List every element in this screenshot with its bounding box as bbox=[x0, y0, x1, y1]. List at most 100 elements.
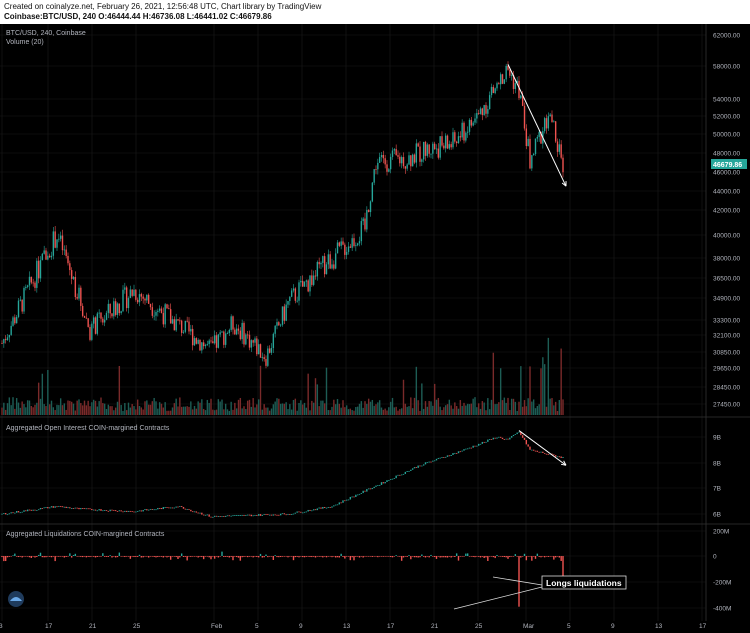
oi-candle bbox=[25, 510, 27, 512]
liquidation-bar bbox=[422, 556, 425, 557]
volume-bar bbox=[125, 410, 128, 415]
volume-bar bbox=[450, 405, 452, 415]
oi-candle bbox=[362, 490, 364, 494]
candle-body bbox=[393, 149, 396, 151]
volume-bar bbox=[512, 398, 515, 415]
liquidation-bar bbox=[237, 556, 240, 558]
volume-bar bbox=[333, 399, 335, 415]
liquidation-bar bbox=[67, 556, 69, 557]
liquidation-bar bbox=[239, 556, 242, 561]
oi-candle bbox=[323, 506, 326, 508]
volume-bar bbox=[276, 398, 278, 415]
liquidation-bar bbox=[234, 556, 236, 557]
candle-body bbox=[136, 299, 139, 303]
candle-body bbox=[474, 118, 476, 123]
volume-bar bbox=[81, 405, 84, 415]
liquidation-bar bbox=[215, 556, 218, 557]
volume-bar bbox=[248, 399, 251, 415]
oi-candle bbox=[37, 509, 40, 511]
oi-candle bbox=[243, 514, 245, 516]
volume-bar bbox=[6, 403, 9, 415]
price-tick-label: 40000.00 bbox=[713, 233, 740, 240]
volume-bar bbox=[444, 405, 447, 415]
oi-candle bbox=[74, 507, 77, 509]
candle-body bbox=[410, 155, 412, 167]
liquidation-bar bbox=[410, 556, 412, 560]
liquidation-bar bbox=[356, 556, 359, 557]
volume-bar bbox=[32, 407, 34, 415]
oi-candle bbox=[186, 509, 188, 511]
oi-candle bbox=[294, 512, 297, 514]
liquidation-bar bbox=[336, 556, 339, 558]
liquidation-bar bbox=[294, 556, 297, 558]
candle-body bbox=[6, 337, 9, 341]
candle-body bbox=[292, 288, 295, 291]
oi-candle bbox=[146, 509, 148, 511]
chart-canvas[interactable]: 62000.00 58000.00 54000.00 52000.00 50000.00… bbox=[0, 24, 750, 633]
volume-bar bbox=[157, 408, 159, 415]
volume-bar bbox=[124, 403, 126, 415]
oi-candle bbox=[43, 507, 45, 509]
candle-body bbox=[536, 136, 539, 139]
candle-body bbox=[70, 270, 73, 279]
candle-body bbox=[61, 235, 64, 251]
candle-body bbox=[12, 317, 14, 326]
liquidation-bar bbox=[252, 556, 254, 558]
liquidation-bar bbox=[305, 556, 308, 557]
oi-candle bbox=[542, 451, 544, 453]
liquidation-bar bbox=[246, 556, 249, 558]
oi-candle bbox=[180, 506, 183, 508]
price-trend-arrow-head bbox=[561, 181, 567, 187]
volume-bar bbox=[4, 409, 7, 415]
liquidation-bar bbox=[133, 556, 135, 558]
volume-bar bbox=[549, 398, 551, 415]
oi-candle bbox=[129, 510, 132, 512]
volume-bar bbox=[283, 403, 286, 415]
candle-body bbox=[278, 322, 280, 326]
volume-bar bbox=[298, 402, 300, 415]
oi-candle bbox=[377, 485, 379, 486]
oi-candle bbox=[483, 441, 485, 443]
candle-body bbox=[142, 296, 144, 299]
volume-bar bbox=[169, 410, 172, 415]
candle-body bbox=[532, 154, 535, 156]
candle-body bbox=[270, 347, 273, 353]
oi-candle bbox=[151, 509, 154, 510]
volume-pane-title: Volume (20) bbox=[6, 39, 44, 46]
volume-bar bbox=[419, 410, 421, 415]
candle-body bbox=[367, 210, 370, 213]
candle-body bbox=[28, 276, 31, 286]
volume-bar bbox=[327, 410, 330, 415]
candle-body bbox=[356, 243, 359, 246]
volume-bar bbox=[265, 407, 267, 415]
volume-bar bbox=[408, 406, 410, 415]
liquidation-bar bbox=[263, 556, 265, 558]
volume-bar bbox=[138, 405, 141, 415]
oi-candle bbox=[190, 509, 192, 512]
volume-bar bbox=[534, 408, 537, 415]
volume-bar bbox=[26, 400, 29, 415]
liquidation-bar bbox=[144, 556, 146, 557]
candle-body bbox=[287, 301, 289, 305]
candle-body bbox=[540, 132, 542, 144]
liquidation-bar bbox=[19, 556, 22, 557]
candle-body bbox=[389, 156, 392, 170]
volume-bar bbox=[58, 405, 60, 415]
liquidation-bar bbox=[65, 556, 67, 557]
oi-candle bbox=[36, 509, 38, 511]
oi-candle bbox=[527, 444, 529, 447]
liquidation-bar bbox=[102, 553, 104, 556]
liquidation-bar bbox=[465, 553, 467, 556]
candle-body bbox=[169, 309, 172, 324]
volume-bar bbox=[140, 407, 143, 415]
oi-tick-label: 9B bbox=[713, 435, 721, 442]
volume-bar bbox=[17, 402, 20, 415]
volume-bar bbox=[136, 399, 139, 415]
candle-body bbox=[364, 218, 366, 230]
volume-bar bbox=[311, 400, 313, 415]
oi-candle bbox=[329, 507, 331, 508]
oi-candle bbox=[169, 507, 172, 509]
volume-bar bbox=[144, 401, 146, 415]
candle-body bbox=[419, 146, 421, 162]
volume-bar bbox=[351, 410, 353, 415]
